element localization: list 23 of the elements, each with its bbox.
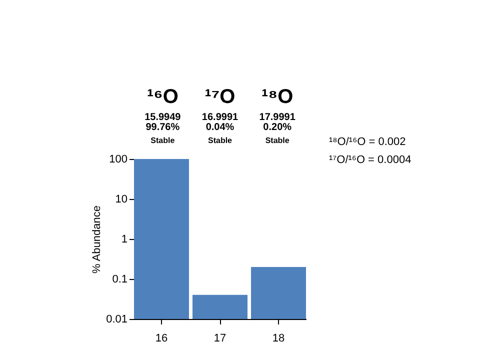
x-tick-label: 18 xyxy=(272,332,285,344)
x-tick-label: 16 xyxy=(155,332,168,344)
x-tick-label: 17 xyxy=(214,332,226,344)
y-tick-label: 0.1 xyxy=(112,274,128,286)
text: ¹⁷O xyxy=(204,86,236,108)
text: ¹⁷O/¹⁶O = 0.0004 xyxy=(329,154,412,166)
text: ¹⁶O xyxy=(146,86,178,108)
text: 0.04% xyxy=(206,122,234,133)
y-tick-label: 100 xyxy=(109,154,128,166)
text: 16.9991 xyxy=(202,112,239,123)
y-tick-label: 10 xyxy=(115,194,128,206)
y-axis-title: % Abundance xyxy=(91,206,104,274)
text: 15.9949 xyxy=(144,112,182,123)
text: 99.76% xyxy=(146,122,180,133)
text: ¹⁸O xyxy=(261,86,294,108)
text: ¹⁸O/¹⁶O = 0.002 xyxy=(329,136,406,148)
text: 17.9991 xyxy=(259,112,296,123)
text: Stable xyxy=(150,136,176,145)
text: 0.20% xyxy=(263,122,292,133)
y-tick-label: 1 xyxy=(121,234,128,246)
text: Stable xyxy=(208,136,233,145)
text: Stable xyxy=(265,136,290,145)
y-tick-label: 0.01 xyxy=(106,314,128,326)
